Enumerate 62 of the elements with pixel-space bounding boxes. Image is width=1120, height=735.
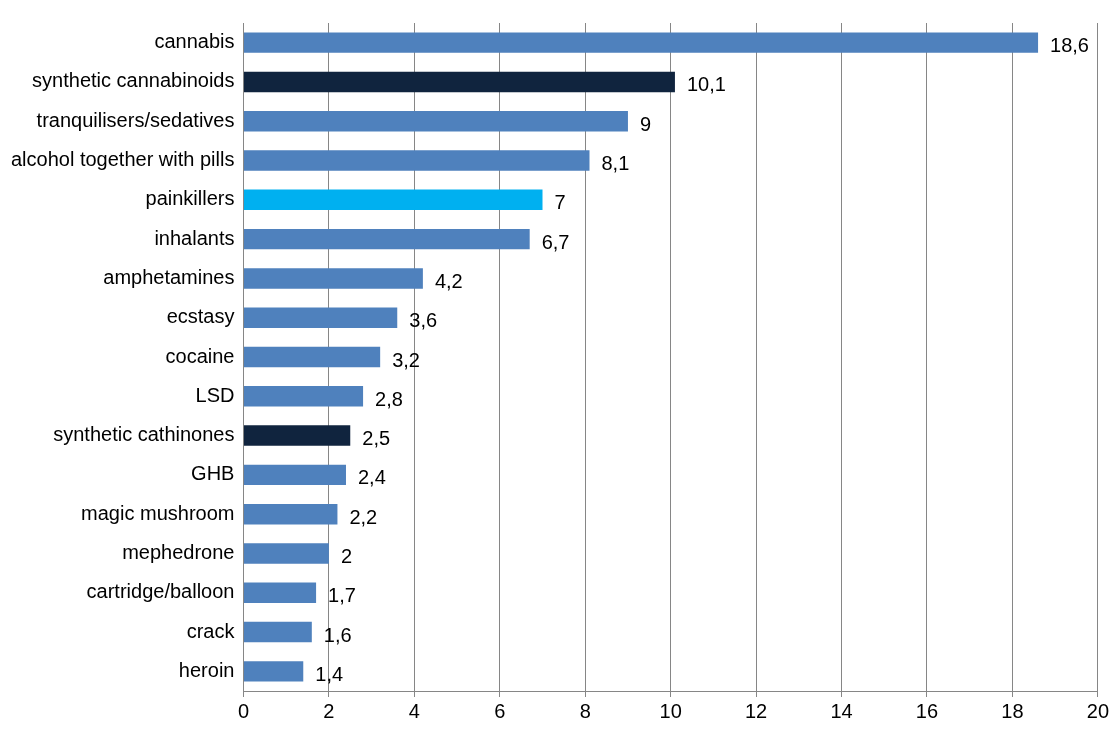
x-tick-label: 14	[830, 699, 853, 722]
data-label: 10,1	[686, 73, 726, 96]
y-tick-label: heroin	[178, 658, 235, 681]
y-tick-label: cocaine	[165, 344, 235, 367]
x-tick-label: 18	[1001, 699, 1024, 722]
y-tick-label: magic mushroom	[81, 501, 235, 524]
bar	[243, 32, 1039, 53]
data-label: 9	[639, 112, 652, 135]
y-tick-label: crack	[186, 619, 236, 642]
bar	[243, 111, 628, 132]
bar	[243, 189, 543, 211]
data-label: 7	[554, 191, 566, 214]
y-tick-label: synthetic cannabinoids	[32, 69, 235, 92]
data-label: 8,1	[601, 152, 630, 175]
y-tick-label: inhalants	[154, 226, 235, 249]
x-tick-label: 12	[744, 699, 768, 722]
y-tick-label: synthetic cathinones	[53, 423, 235, 446]
data-label: 3,2	[392, 348, 420, 371]
y-tick-label: LSD	[195, 383, 235, 406]
data-label: 2	[340, 544, 353, 567]
bar	[243, 543, 329, 564]
y-tick-label: alcohol together with pills	[10, 148, 235, 171]
x-tick-label: 10	[659, 699, 682, 722]
bar	[243, 425, 351, 446]
x-tick-label: 8	[579, 699, 591, 722]
x-tick-label: 0	[237, 699, 250, 722]
data-label: 2,5	[362, 427, 391, 450]
bar	[243, 582, 317, 603]
y-tick-label: mephedrone	[122, 540, 235, 563]
y-tick-label: cartridge/balloon	[86, 580, 235, 603]
x-tick-label: 4	[408, 699, 420, 722]
data-label: 2,4	[357, 466, 386, 489]
bar	[243, 621, 312, 643]
data-label: 1,6	[323, 623, 352, 646]
x-tick-label: 6	[494, 699, 506, 722]
x-tick-label: 2	[323, 699, 335, 722]
y-tick-label: cannabis	[154, 30, 235, 53]
y-tick-label: painkillers	[145, 187, 235, 210]
x-tick-label: 16	[915, 699, 939, 722]
y-tick-label: amphetamines	[103, 265, 235, 288]
data-label: 6,7	[541, 230, 570, 253]
bar	[243, 268, 423, 289]
data-label: 4,2	[434, 269, 463, 292]
data-label: 3,6	[409, 309, 438, 332]
y-tick-label: ecstasy	[166, 305, 235, 328]
bar	[243, 661, 304, 682]
data-label: 2,8	[375, 387, 403, 410]
bar	[243, 386, 364, 407]
bar	[243, 503, 338, 525]
data-label: 18,6	[1050, 34, 1090, 57]
data-label: 1,7	[328, 584, 356, 607]
data-label: 2,2	[349, 505, 378, 528]
bar	[243, 346, 381, 368]
data-label: 1,4	[315, 662, 344, 685]
bar	[243, 71, 675, 93]
bar	[243, 464, 346, 486]
y-tick-label: GHB	[191, 462, 235, 485]
bar	[243, 228, 530, 250]
bar	[243, 307, 398, 328]
bar	[243, 150, 590, 171]
y-tick-label: tranquilisers/sedatives	[36, 108, 235, 131]
x-tick-label: 20	[1086, 699, 1109, 722]
